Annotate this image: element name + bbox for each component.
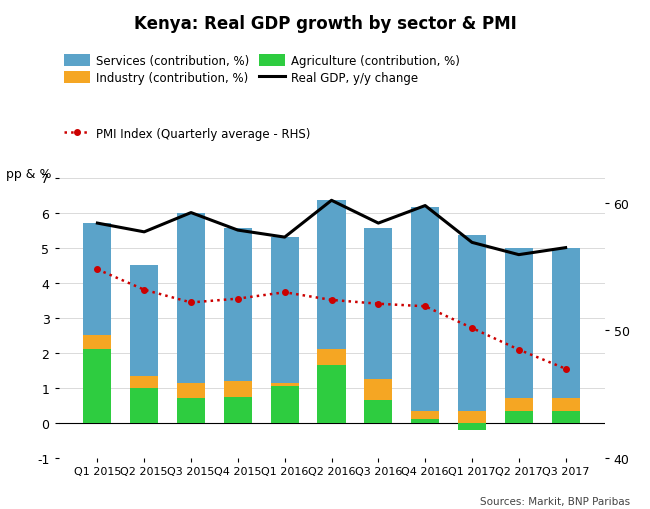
Bar <box>177 399 205 423</box>
Bar <box>224 229 252 381</box>
Bar <box>458 411 486 423</box>
Bar <box>505 399 533 411</box>
Bar <box>411 419 439 423</box>
Bar <box>505 248 533 399</box>
Bar <box>317 350 346 365</box>
Bar <box>130 376 158 388</box>
Bar <box>83 350 111 423</box>
Bar <box>130 266 158 376</box>
Bar <box>270 238 299 383</box>
Bar <box>224 397 252 423</box>
Bar <box>364 401 393 423</box>
Bar <box>411 208 439 411</box>
Text: pp & %: pp & % <box>6 168 52 181</box>
Bar <box>224 381 252 397</box>
Legend: PMI Index (Quarterly average - RHS): PMI Index (Quarterly average - RHS) <box>64 128 311 141</box>
Bar <box>270 386 299 423</box>
Bar <box>177 213 205 383</box>
Text: Kenya: Real GDP growth by sector & PMI: Kenya: Real GDP growth by sector & PMI <box>134 15 516 33</box>
Bar <box>317 201 346 350</box>
Bar <box>270 383 299 386</box>
Bar <box>317 365 346 423</box>
Bar <box>552 248 580 399</box>
Bar <box>130 388 158 423</box>
Text: Sources: Markit, BNP Paribas: Sources: Markit, BNP Paribas <box>480 496 630 506</box>
Bar <box>458 423 486 430</box>
Bar <box>505 411 533 423</box>
Bar <box>177 383 205 399</box>
Bar <box>458 236 486 411</box>
Bar <box>411 411 439 419</box>
Bar <box>83 223 111 335</box>
Bar <box>552 399 580 411</box>
Bar <box>364 229 393 379</box>
Bar <box>83 335 111 350</box>
Bar <box>552 411 580 423</box>
Bar <box>364 379 393 401</box>
